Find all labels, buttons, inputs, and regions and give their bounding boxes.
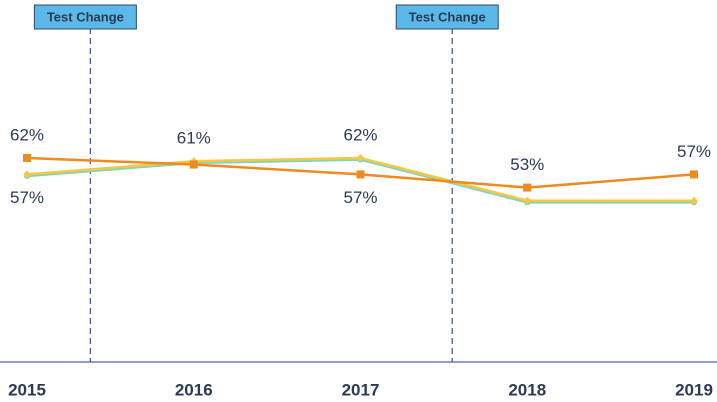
annotation-box — [33, 4, 137, 30]
marker — [690, 170, 698, 179]
marker — [523, 196, 532, 205]
marker — [189, 160, 198, 169]
marker — [23, 153, 31, 162]
data-label: 57% — [343, 188, 377, 207]
data-label: 62% — [10, 125, 44, 144]
marker — [690, 196, 698, 205]
marker — [356, 153, 365, 162]
annotation-text: Test Change — [47, 9, 124, 24]
data-label: 57% — [10, 188, 44, 207]
x-tick-label: 2015 — [8, 380, 46, 399]
marker — [356, 170, 365, 179]
data-label: 57% — [677, 142, 711, 161]
data-label: 62% — [343, 125, 377, 144]
marker — [23, 170, 31, 179]
x-tick-label: 2016 — [175, 380, 213, 399]
data-label: 61% — [177, 129, 211, 148]
x-tick-label: 2017 — [342, 380, 380, 399]
x-tick-label: 2019 — [675, 380, 713, 399]
marker — [523, 183, 532, 192]
data-label: 53% — [510, 155, 544, 174]
x-tick-label: 2018 — [508, 380, 546, 399]
annotation-text: Test Change — [409, 9, 486, 24]
annotation-box — [395, 4, 499, 30]
